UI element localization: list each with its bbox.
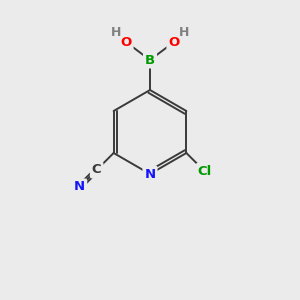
Text: O: O [168,35,180,49]
Text: O: O [120,35,132,49]
Text: Cl: Cl [198,165,212,178]
Text: B: B [145,53,155,67]
Text: N: N [74,180,85,194]
Text: H: H [179,26,189,40]
Text: H: H [111,26,121,40]
Text: C: C [92,164,101,176]
Text: N: N [144,167,156,181]
